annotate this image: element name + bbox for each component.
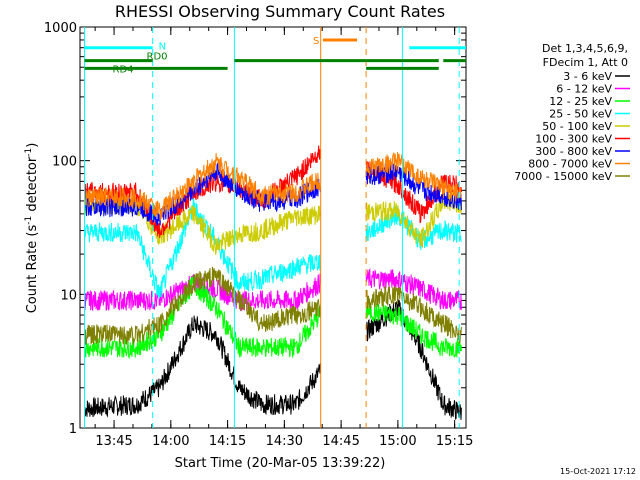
legend-label: 300 - 800 keV — [535, 145, 612, 158]
y-axis-label: Count Rate (s-1 detector-1) — [24, 143, 40, 314]
y-tick-label: 100 — [52, 155, 77, 170]
y-tick-label: 1 — [69, 422, 77, 437]
x-tick-label: 15:15 — [436, 434, 473, 449]
legend-label: 7000 - 15000 keV — [514, 170, 612, 183]
y-axis-label-end: ) — [25, 143, 40, 148]
legend-label: 800 - 7000 keV — [528, 158, 612, 171]
x-tick-label: 14:00 — [152, 434, 189, 449]
x-tick-label: 14:15 — [209, 434, 246, 449]
chart-title: RHESSI Observing Summary Count Rates — [115, 2, 445, 21]
legend-label: 50 - 100 keV — [542, 120, 612, 133]
state-bar-label: RD0 — [147, 52, 168, 63]
y-axis-label-main: Count Rate (s — [25, 225, 40, 314]
legend-header-2: FDecim 1, Att 0 — [543, 56, 628, 69]
y-axis-label-sup: -1 — [24, 216, 34, 225]
x-tick-label: 14:45 — [322, 434, 359, 449]
state-bar-label: N — [159, 42, 166, 53]
series-line — [84, 151, 462, 221]
legend-label: 12 - 25 keV — [549, 95, 612, 108]
y-axis-label-sup2: -1 — [24, 148, 34, 157]
series-line — [84, 276, 462, 360]
timestamp-stamp: 15-Oct-2021 17:12 — [560, 467, 636, 476]
x-axis-label: Start Time (20-Mar-05 13:39:22) — [175, 456, 386, 471]
x-tick-label: 14:30 — [266, 434, 303, 449]
x-tick-label: 13:45 — [95, 434, 132, 449]
legend-label: 100 - 300 keV — [535, 133, 612, 146]
x-tick-label: 15:00 — [379, 434, 416, 449]
y-tick-label: 1000 — [44, 21, 77, 36]
legend: Det 1,3,4,5,6,9, FDecim 1, Att 0 3 - 6 k… — [514, 42, 630, 183]
y-axis-label-mid: detector — [25, 156, 40, 216]
state-bar-label: RD4 — [113, 64, 134, 75]
state-bar-label: S — [313, 36, 319, 47]
legend-label: 6 - 12 keV — [556, 83, 612, 96]
legend-label: 3 - 6 keV — [563, 70, 612, 83]
plot-frame — [79, 26, 467, 429]
series-line — [84, 266, 462, 346]
legend-label: 25 - 50 keV — [549, 108, 612, 121]
legend-header-1: Det 1,3,4,5,6,9, — [542, 42, 628, 55]
y-tick-label: 10 — [60, 288, 77, 303]
